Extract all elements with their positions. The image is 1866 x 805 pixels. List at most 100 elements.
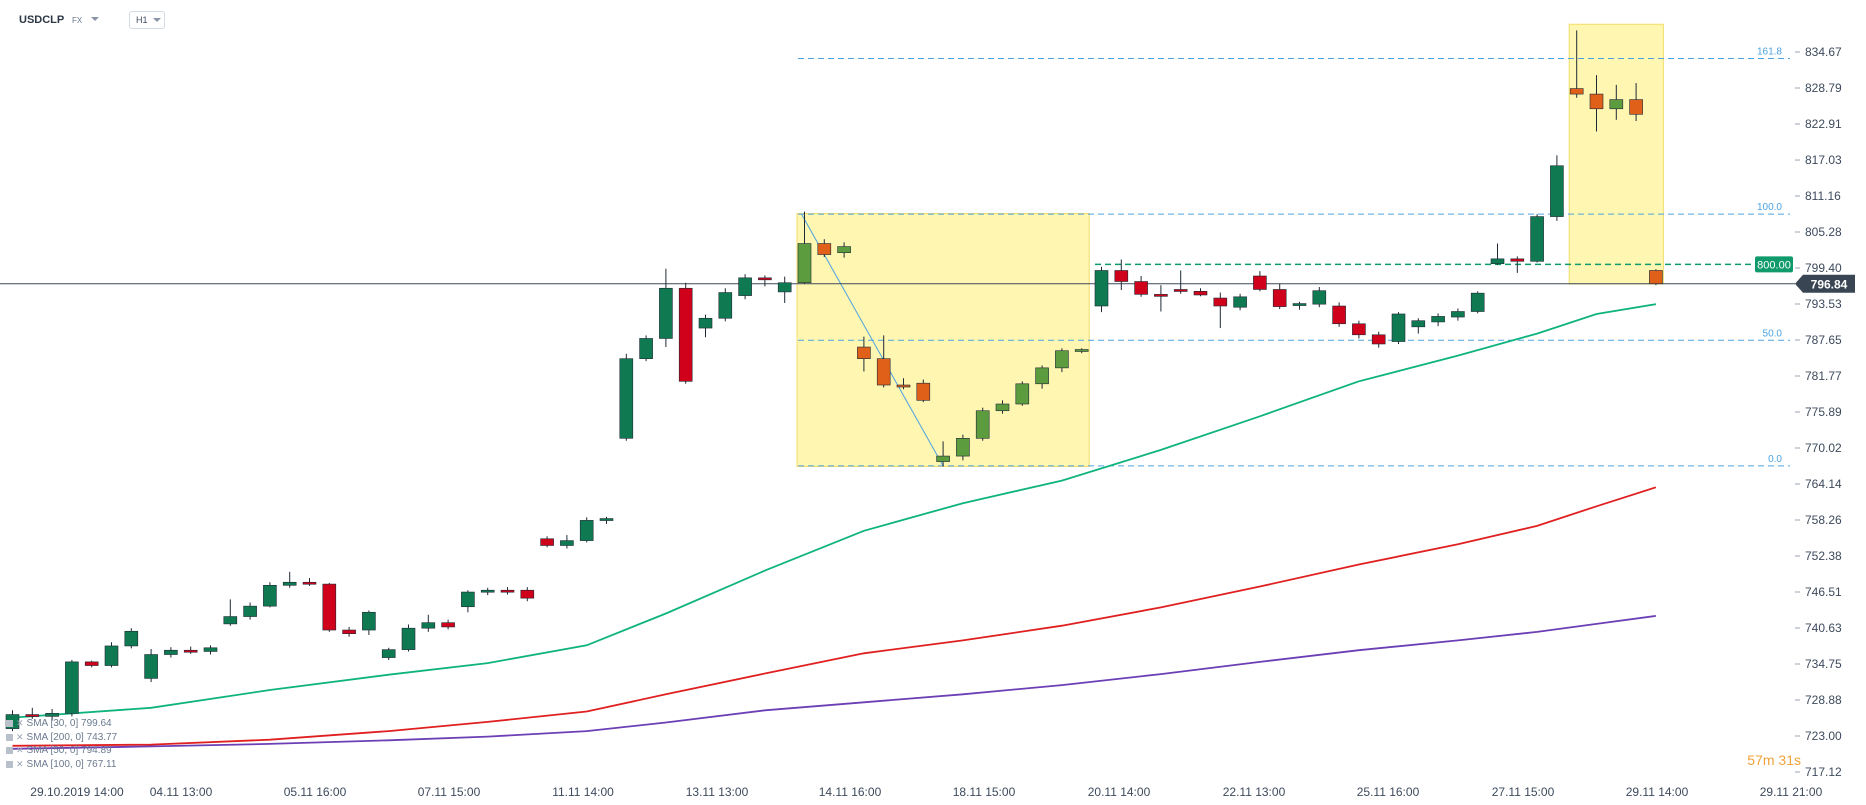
legend-item[interactable]: ✕ SMA [100, 0] 767.11: [6, 758, 117, 772]
candle-body: [362, 611, 376, 631]
candle-body: [144, 654, 158, 679]
x-axis-label: 25.11 16:00: [1357, 785, 1420, 799]
candle-body: [1035, 367, 1049, 385]
x-axis-label: 29.11 21:00: [1760, 785, 1823, 799]
candle-body: [65, 661, 79, 714]
candle-body: [896, 384, 911, 388]
y-axis-label: 781.77: [1805, 369, 1842, 383]
candle-body: [1074, 349, 1089, 352]
close-icon[interactable]: ✕: [16, 758, 24, 769]
legend-label: SMA [30, 0] 799.64: [26, 718, 112, 729]
legend-item[interactable]: ✕ SMA [200, 0] 743.77: [6, 731, 117, 745]
current-price-badge: [1795, 274, 1855, 293]
x-axis-label: 22.11 13:00: [1223, 785, 1286, 799]
candle-body: [302, 581, 317, 585]
x-axis-label: 29.11 14:00: [1626, 785, 1689, 799]
close-icon[interactable]: ✕: [16, 718, 24, 728]
x-axis-label: 18.11 15:00: [953, 785, 1016, 799]
candle-body: [104, 645, 119, 666]
candle-body: [1352, 323, 1366, 336]
candle-body: [25, 714, 40, 717]
candle-body: [1431, 316, 1445, 323]
indicator-legend: ✕ SMA [30, 0] 799.64 ✕ SMA [200, 0] 743.…: [6, 717, 117, 771]
close-icon[interactable]: ✕: [16, 745, 24, 755]
indicator-icon: [6, 720, 13, 728]
symbol-label[interactable]: USDCLP: [19, 14, 65, 26]
candle-body: [45, 713, 59, 717]
candle-body: [441, 622, 455, 628]
candle-body: [1253, 275, 1267, 290]
close-icon[interactable]: ✕: [16, 731, 24, 742]
candle-body: [1015, 383, 1030, 405]
candle-body: [837, 246, 851, 254]
candle-body: [579, 520, 594, 541]
candle-body: [461, 591, 475, 608]
candle-body: [1213, 297, 1228, 307]
sma-line: [12, 486, 1657, 747]
chevron-down-icon[interactable]: [91, 17, 99, 21]
candle-body: [183, 649, 198, 653]
fib-level-label: 0.0: [1768, 454, 1782, 465]
y-axis-label: 822.91: [1805, 117, 1842, 131]
y-axis-label: 740.63: [1805, 621, 1842, 635]
candle-body: [1589, 93, 1604, 110]
x-axis-label: 07.11 15:00: [418, 785, 481, 799]
price-level-badge-label: 800.00: [1757, 259, 1791, 271]
candle-body: [540, 538, 554, 546]
candle-body: [1154, 294, 1168, 297]
candle-body: [480, 589, 495, 593]
candle-body: [995, 403, 1010, 412]
candle-body: [1173, 289, 1188, 292]
candle-body: [1371, 334, 1386, 345]
timeframe-select[interactable]: H1: [129, 11, 165, 29]
candle-body: [797, 243, 812, 284]
candle-body: [916, 382, 931, 401]
candle-body: [698, 317, 713, 329]
x-axis-label: 14.11 16:00: [819, 785, 882, 799]
candle-body: [1649, 270, 1663, 285]
y-axis-label: 717.12: [1805, 765, 1842, 779]
candle-body: [243, 605, 257, 617]
fib-trendline: [801, 213, 944, 467]
candle-body: [500, 589, 515, 593]
x-axis-label: 05.11 16:00: [284, 785, 347, 799]
x-axis-label: 11.11 14:00: [552, 785, 614, 799]
candle-body: [1094, 270, 1109, 307]
candle-body: [1609, 99, 1624, 110]
candle-body: [936, 455, 950, 462]
timeframe-label: H1: [136, 15, 148, 25]
legend-item[interactable]: ✕ SMA [30, 0] 799.64: [6, 717, 117, 731]
y-axis-label: 811.16: [1805, 189, 1841, 203]
candle-body: [520, 589, 535, 599]
y-axis-label: 764.14: [1805, 477, 1842, 491]
candle-body: [876, 358, 891, 386]
candle-body: [1193, 291, 1208, 296]
x-axis-label: 13.11 13:00: [686, 785, 749, 799]
candle-body: [1530, 216, 1544, 262]
legend-item[interactable]: ✕ SMA [50, 0] 794.89: [6, 744, 117, 758]
candle-body: [282, 581, 297, 586]
y-axis-label: 828.79: [1805, 81, 1842, 95]
candle-body: [421, 622, 436, 629]
candle-countdown: 57m 31s: [1747, 752, 1801, 768]
fib-level-label: 100.0: [1757, 202, 1782, 213]
candle-body: [758, 277, 772, 281]
y-axis-label: 723.00: [1805, 729, 1842, 743]
fib-level-label: 50.0: [1763, 328, 1783, 339]
candle-body: [1055, 350, 1069, 369]
candle-body: [817, 243, 832, 255]
y-axis-label: 805.28: [1805, 225, 1842, 239]
y-axis-label: 793.53: [1805, 297, 1842, 311]
candle-body: [956, 438, 970, 457]
candle-body: [1569, 88, 1584, 95]
candle-body: [678, 287, 693, 382]
candle-body: [738, 277, 752, 296]
candle-body: [659, 287, 673, 339]
candle-body: [342, 629, 356, 634]
x-axis-label: 04.11 13:00: [150, 785, 213, 799]
legend-label: SMA [100, 0] 767.11: [26, 758, 117, 770]
indicator-icon: [6, 747, 13, 755]
candle-body: [1470, 292, 1485, 312]
market-label: FX: [72, 16, 83, 25]
